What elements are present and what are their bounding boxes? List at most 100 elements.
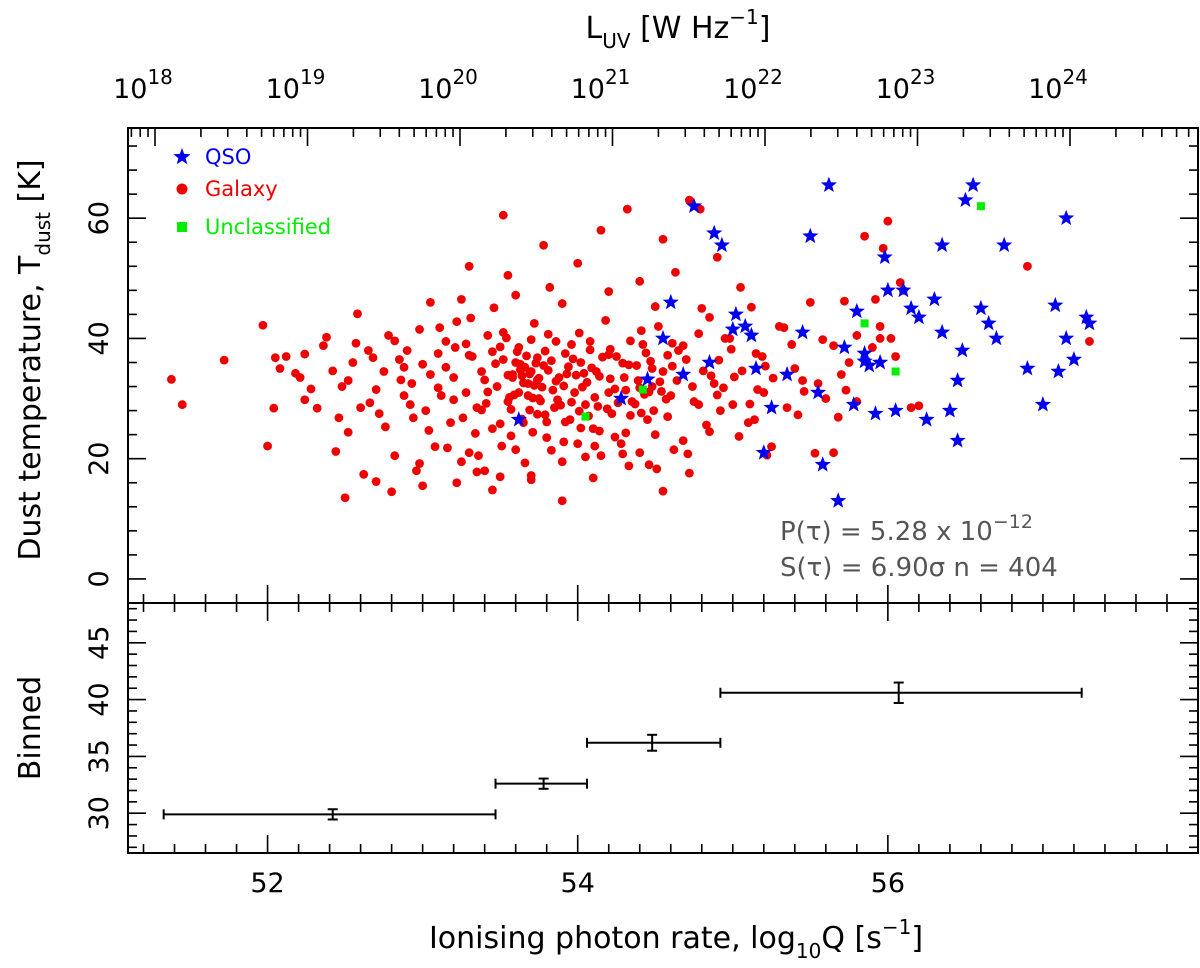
galaxy-point <box>595 426 604 436</box>
galaxy-point <box>914 401 924 411</box>
galaxy-point <box>604 350 614 360</box>
galaxy-point <box>531 358 541 368</box>
top-axis-labels: 1018 1019 1020 1021 1022 1023 1024 <box>113 65 1088 105</box>
galaxy-point <box>626 411 635 420</box>
stat-p-tau-main: P(τ) = 5.28 x 10 <box>780 517 993 547</box>
galaxy-point <box>356 403 366 412</box>
qso-point <box>1081 314 1098 331</box>
galaxy-point <box>270 353 280 363</box>
galaxy-point <box>461 388 471 397</box>
galaxy-point <box>483 331 493 340</box>
galaxy-point <box>684 468 694 478</box>
galaxy-point <box>540 346 550 356</box>
galaxy-point <box>498 328 508 337</box>
galaxy-point <box>706 371 716 381</box>
galaxy-point <box>402 346 412 355</box>
galaxy-point <box>702 420 711 430</box>
galaxy-point <box>644 460 654 470</box>
galaxy-point <box>612 352 621 361</box>
unclassified-point <box>976 202 985 211</box>
top-axis-label-exp: 18 <box>147 65 172 89</box>
galaxy-point <box>418 481 428 491</box>
galaxy-point <box>343 427 353 437</box>
legend-qso-label: QSO <box>205 145 251 169</box>
galaxy-point <box>546 445 556 455</box>
galaxy-point <box>263 441 272 451</box>
galaxy-point <box>328 366 338 376</box>
qso-point <box>830 492 847 508</box>
galaxy-point <box>559 381 569 391</box>
top-panel-frame <box>127 127 1199 604</box>
binned-y-tick-label: 40 <box>84 682 115 716</box>
galaxy-point <box>657 386 666 396</box>
qso-point <box>954 342 971 358</box>
galaxy-point <box>525 405 535 415</box>
galaxy-point <box>424 426 434 435</box>
qso-point <box>1047 296 1064 313</box>
galaxy-point <box>760 361 770 371</box>
galaxy-point <box>557 457 567 467</box>
galaxy-point <box>363 346 373 355</box>
qso-point <box>763 399 780 415</box>
qso-point <box>755 444 772 460</box>
galaxy-point <box>472 467 482 477</box>
galaxy-point <box>622 204 632 214</box>
galaxy-point <box>489 303 499 313</box>
galaxy-point <box>353 309 362 319</box>
qso-point <box>949 372 966 388</box>
qso-point <box>639 370 656 387</box>
legend-unclassified: Unclassified <box>177 215 331 239</box>
galaxy-point <box>667 361 677 371</box>
y-axis-title: Dust temperature, Tdust [K] <box>13 159 55 560</box>
galaxy-point <box>638 340 648 349</box>
galaxy-point <box>602 404 612 414</box>
galaxy-point <box>585 345 595 355</box>
galaxy-point <box>522 351 531 361</box>
galaxy-point <box>779 323 789 333</box>
galaxy-point <box>412 466 421 476</box>
y-tick-label: 20 <box>84 442 115 476</box>
galaxy-point <box>678 436 688 446</box>
galaxy-point <box>635 276 645 286</box>
galaxy-point <box>466 313 476 323</box>
galaxy-point <box>753 385 762 394</box>
galaxy-point <box>810 448 820 458</box>
galaxy-point <box>650 302 660 311</box>
galaxy-point <box>425 297 435 307</box>
galaxy-point <box>551 337 561 346</box>
galaxy-point <box>652 464 662 474</box>
galaxy-point <box>669 445 679 455</box>
galaxy-point <box>875 334 885 343</box>
galaxy-point <box>474 451 483 461</box>
galaxy-point <box>509 390 519 400</box>
galaxy-point <box>818 335 828 345</box>
galaxy-point <box>291 368 300 378</box>
galaxy-point <box>878 243 888 253</box>
galaxy-point <box>318 341 328 351</box>
galaxy-point <box>883 216 893 226</box>
galaxy-point <box>495 342 505 352</box>
galaxy-point <box>658 234 668 244</box>
qso-point <box>856 345 873 361</box>
galaxy-point <box>452 317 462 327</box>
unclassified-point <box>860 319 869 328</box>
galaxy-point <box>574 328 584 338</box>
galaxy-point <box>621 428 631 438</box>
galaxy-point <box>581 452 590 462</box>
qso-point <box>1065 351 1082 367</box>
qso-point <box>988 329 1005 346</box>
galaxy-point <box>525 369 535 379</box>
galaxy-point <box>396 375 406 385</box>
qso-point <box>1034 396 1051 412</box>
galaxy-point <box>681 355 691 364</box>
galaxy-point <box>503 370 513 380</box>
galaxy-point <box>511 290 521 300</box>
qso-point <box>675 366 692 382</box>
qso-point <box>934 236 951 253</box>
qso-point <box>861 357 878 373</box>
galaxy-point <box>374 409 384 419</box>
galaxy-point <box>582 377 592 387</box>
middle-axis-ticks <box>142 585 1168 621</box>
top-axis-label-base: 10 <box>571 74 605 105</box>
galaxy-point <box>643 415 652 425</box>
